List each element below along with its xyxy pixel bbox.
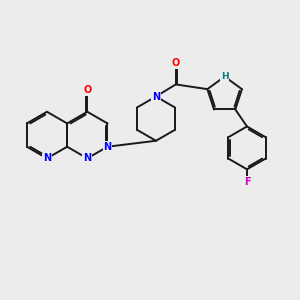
- Text: N: N: [103, 142, 112, 152]
- Text: O: O: [172, 58, 180, 68]
- Text: H: H: [221, 72, 229, 81]
- Text: N: N: [152, 92, 160, 101]
- Text: O: O: [83, 85, 92, 95]
- Text: F: F: [244, 177, 250, 187]
- Text: N: N: [43, 153, 51, 164]
- Text: N: N: [83, 153, 92, 164]
